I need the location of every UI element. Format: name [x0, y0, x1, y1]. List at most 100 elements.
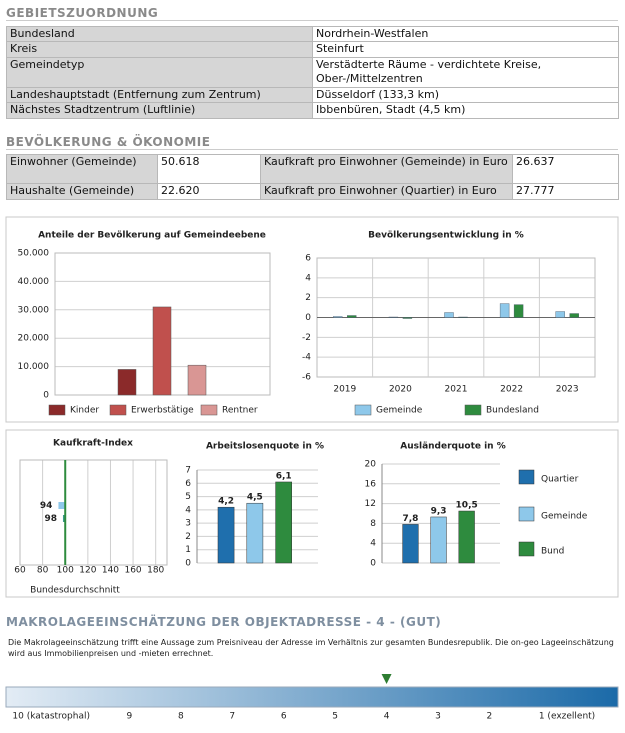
value-label: 94: [40, 501, 53, 511]
chart-title: Kaufkraft-Index: [53, 439, 133, 449]
bar: [58, 502, 66, 509]
y-tick-label: 4: [305, 273, 311, 283]
legend-label: Kinder: [70, 406, 99, 416]
y-tick-label: 6: [185, 479, 191, 489]
y-tick-label: 0: [185, 559, 191, 569]
x-tick-label: 120: [79, 566, 96, 576]
chart-title: Arbeitslosenquote in %: [206, 442, 324, 452]
x-tick-label: 80: [37, 566, 49, 576]
cell: Nordrhein-Westfalen: [312, 26, 619, 42]
y-tick-label: 0: [43, 391, 49, 401]
scale-bar: [5, 686, 619, 708]
cell: Düsseldorf (133,3 km): [312, 87, 619, 103]
cell: Nächstes Stadtzentrum (Luftlinie): [6, 102, 313, 119]
y-tick-label: 5: [185, 492, 191, 502]
y-tick-label: 16: [365, 479, 377, 489]
cell: Einwohner (Gemeinde): [6, 154, 158, 184]
bar: [569, 313, 579, 318]
y-tick-label: 10.000: [18, 362, 50, 372]
cell: Kaufkraft pro Einwohner (Gemeinde) in Eu…: [260, 154, 513, 184]
scale-label: 3: [435, 712, 441, 722]
x-tick-label: 140: [102, 566, 119, 576]
scale-label: 2: [487, 712, 493, 722]
y-tick-label: 8: [370, 519, 376, 529]
section-title: MAKROLAGEEINSCHÄTZUNG DER OBJEKTADRESSE …: [6, 615, 442, 629]
table: Einwohner (Gemeinde) 50.618 Kaufkraft pro …: [6, 154, 619, 200]
plot-frame: [19, 459, 168, 566]
value-label: 4,5: [247, 493, 263, 503]
x-tick-label: 2020: [389, 385, 412, 395]
legend-label: Rentner: [222, 406, 258, 416]
cell: 27.777: [512, 183, 619, 200]
reference-label: Bundesdurchschnitt: [30, 586, 120, 596]
x-tick-label: 2019: [333, 385, 356, 395]
bar: [275, 481, 292, 564]
bar: [555, 311, 565, 318]
section-title: BEVÖLKERUNG & ÖKONOMIE: [6, 135, 618, 150]
x-tick-label: 2023: [556, 385, 579, 395]
cell: Gemeindetyp: [6, 57, 313, 88]
scale-label: 10 (katastrophal): [12, 712, 90, 722]
bar: [458, 316, 468, 318]
scale-label: 1 (exzellent): [539, 712, 595, 722]
bar: [333, 316, 343, 318]
y-tick-label: -2: [302, 333, 311, 343]
y-tick-label: 40.000: [18, 277, 50, 287]
cell: 50.618: [157, 154, 261, 184]
y-tick-label: 7: [185, 466, 191, 476]
y-tick-label: 6: [305, 254, 311, 264]
legend-label: Bund: [541, 547, 564, 557]
bar: [388, 316, 399, 318]
cell: Landeshauptstadt (Entfernung zum Zentrum…: [6, 87, 313, 103]
y-tick-label: 4: [370, 539, 376, 549]
cell: 26.637: [512, 154, 619, 184]
y-tick-label: 1: [185, 545, 191, 555]
y-tick-label: -4: [302, 353, 311, 363]
cell: 22.620: [157, 183, 261, 200]
legend-label: Bundesland: [486, 406, 539, 416]
legend-swatch: [48, 404, 66, 416]
y-tick-label: 20: [365, 460, 377, 470]
cell: Kaufkraft pro Einwohner (Quartier) in Eu…: [260, 183, 513, 200]
y-tick-label: 50.000: [18, 249, 50, 259]
bar: [246, 502, 264, 564]
x-tick-label: 60: [14, 566, 26, 576]
y-tick-label: 4: [185, 505, 191, 515]
legend-swatch: [518, 541, 535, 557]
cell: Steinfurt: [312, 41, 619, 58]
description: Die Makrolageeinschätzung trifft eine Au…: [8, 638, 614, 658]
bar: [430, 516, 447, 564]
value-label: 9,3: [431, 506, 447, 516]
bar: [444, 312, 454, 318]
panel: [5, 216, 619, 423]
value-label: 10,5: [456, 501, 478, 511]
value-label: 7,8: [402, 514, 418, 524]
cell: Haushalte (Gemeinde): [6, 183, 158, 200]
scale-label: 5: [332, 712, 338, 722]
scale-label: 9: [127, 712, 133, 722]
legend-swatch: [464, 404, 482, 416]
cell: Ibbenbüren, Stadt (4,5 km): [312, 102, 619, 119]
y-tick-label: 0: [305, 313, 311, 323]
table: Bundesland Nordrhein-Westfalen Kreis Stein…: [6, 26, 619, 119]
y-tick-label: 2: [305, 293, 311, 303]
bar: [187, 364, 207, 396]
bar: [499, 303, 510, 318]
cell: Bundesland: [6, 26, 313, 42]
y-tick-label: 20.000: [18, 334, 50, 344]
chart-title: Ausländerquote in %: [400, 442, 506, 452]
panel: [5, 429, 619, 598]
value-label: 98: [44, 514, 57, 524]
chart-title: Bevölkerungsentwicklung in %: [368, 231, 524, 241]
bar: [402, 317, 413, 319]
section-title: GEBIETSZUORDNUNG: [6, 6, 618, 21]
x-tick-label: 100: [57, 566, 74, 576]
legend-swatch: [109, 404, 127, 416]
y-tick-label: 3: [185, 519, 191, 529]
y-tick-label: 30.000: [18, 305, 50, 315]
cell: Kreis: [6, 41, 313, 58]
legend-swatch: [518, 469, 535, 485]
bar: [513, 304, 524, 318]
